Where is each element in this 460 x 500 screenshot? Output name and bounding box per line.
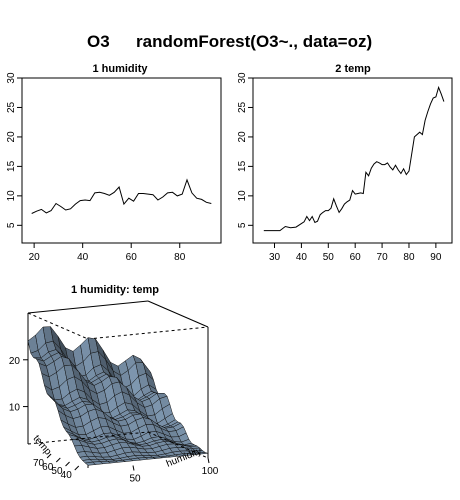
main-title-formula: randomForest(O3~., data=oz) (136, 32, 372, 51)
y-tick-label: 15 (6, 160, 17, 172)
x-tick-label: 50 (323, 252, 335, 263)
z-tick-label: 20 (9, 356, 21, 367)
surface-ylabel: temp (31, 433, 54, 457)
x-tick-label: 30 (269, 252, 281, 263)
y-tick-label: 25 (237, 101, 248, 113)
temp-tick-mark (74, 465, 80, 471)
y-tick-label: 5 (6, 222, 17, 228)
main-title-response: O3 (87, 32, 110, 51)
surface-box-front (27, 431, 209, 459)
humidity-tick-label: 50 (129, 474, 141, 485)
x-tick-label: 80 (174, 252, 186, 263)
y-tick-label: 20 (6, 131, 17, 143)
humidity-series-line (31, 178, 212, 214)
temp-panel: 2 temp 30 40 50 60 70 80 90 5 10 15 20 25 30 (237, 63, 453, 263)
temp-tick-label: 60 (42, 462, 54, 473)
y-tick-label: 30 (6, 72, 17, 84)
y-tick-label: 20 (237, 131, 248, 143)
x-tick-label: 70 (377, 252, 389, 263)
z-tick-label: 10 (9, 403, 21, 414)
humidity-axis-ticks: 20 40 60 80 5 10 15 20 25 30 (6, 72, 186, 263)
humidity-plot-frame (21, 77, 222, 244)
y-tick-label: 25 (6, 101, 17, 113)
temp-tick-label: 40 (61, 470, 73, 481)
temp-axis-ticks: 30 40 50 60 70 80 90 5 10 15 20 25 30 (237, 72, 442, 263)
temp-tick-mark (46, 453, 52, 459)
y-tick-label: 5 (237, 222, 248, 228)
temp-tick-label: 70 (33, 458, 45, 469)
y-tick-label: 10 (6, 190, 17, 202)
y-tick-label: 10 (237, 190, 248, 202)
temp-tick-mark (65, 461, 70, 467)
x-tick-label: 90 (430, 252, 442, 263)
interaction-panel-title: 1 humidity: temp (71, 284, 159, 296)
y-tick-label: 30 (237, 72, 248, 84)
x-tick-label: 20 (29, 252, 41, 263)
humidity-panel: 1 humidity 20 40 60 80 5 10 15 20 25 30 (6, 63, 222, 263)
humidity-tick-mark (207, 457, 210, 464)
temp-series-line (263, 85, 445, 232)
humidity-panel-title: 1 humidity (92, 63, 148, 75)
surface-facet (197, 452, 209, 455)
humidity-tick-label: 100 (202, 466, 219, 477)
temp-tick-label: 50 (51, 466, 63, 477)
temp-plot-frame (252, 77, 453, 244)
x-tick-label: 40 (296, 252, 308, 263)
x-tick-label: 60 (126, 252, 138, 263)
temp-panel-title: 2 temp (335, 63, 371, 75)
surface-mesh (27, 326, 209, 466)
x-tick-label: 60 (350, 252, 362, 263)
x-tick-label: 80 (403, 252, 415, 263)
x-tick-label: 40 (77, 252, 89, 263)
y-tick-label: 15 (237, 160, 248, 172)
temp-tick-mark (55, 457, 61, 463)
humidity-tick-mark (132, 465, 135, 471)
